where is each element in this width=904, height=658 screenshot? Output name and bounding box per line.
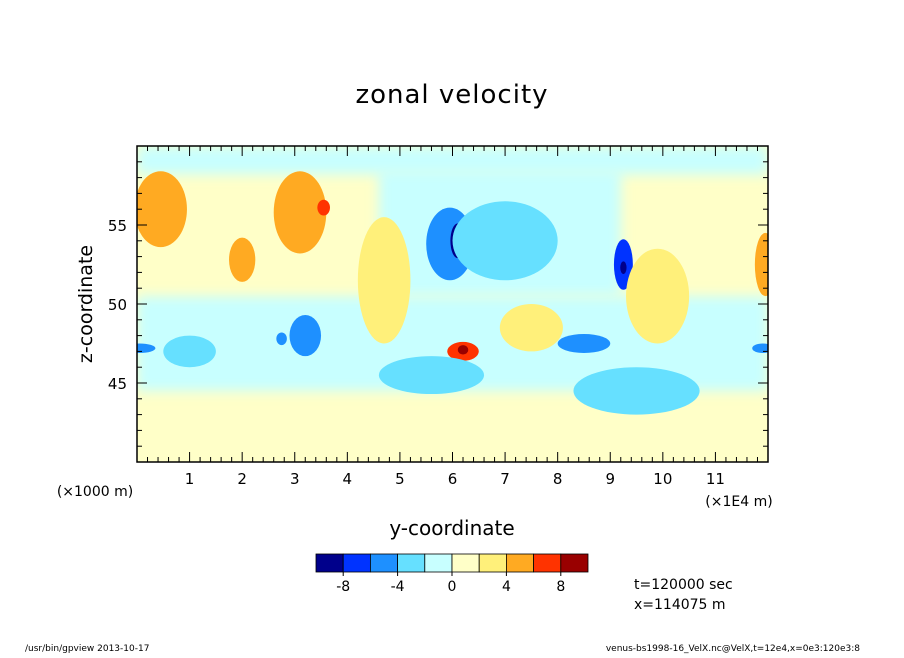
colorbar-tick-label: 0 — [448, 579, 457, 595]
colorbar-tick-label: -4 — [391, 579, 405, 595]
x-tick-label: 6 — [448, 470, 458, 488]
colorbar-swatch — [478, 553, 507, 573]
chart-title: zonal velocity — [355, 80, 548, 110]
velocity-contour — [573, 367, 700, 415]
velocity-contour — [754, 232, 768, 297]
colorbar-swatch — [533, 553, 562, 573]
velocity-contour — [357, 217, 411, 344]
colorbar-tick-label: 4 — [502, 579, 511, 595]
x-tick-label: 11 — [706, 470, 725, 488]
y-scale-note: (×1000 m) — [57, 484, 133, 500]
colorbar-swatch — [451, 553, 480, 573]
y-tick-label: 45 — [108, 375, 127, 393]
velocity-contour — [499, 304, 563, 352]
velocity-contour — [557, 334, 611, 353]
footer-right: venus-bs1998-16_VelX.nc@VelX,t=12e4,x=0e… — [606, 644, 860, 654]
x-tick-label: 10 — [653, 470, 672, 488]
colorbar-swatch — [560, 553, 589, 573]
colorbar-swatch — [505, 553, 534, 573]
footer-left: /usr/bin/gpview 2013-10-17 — [25, 644, 149, 654]
colorbar-swatch — [397, 553, 426, 573]
y-tick-label: 55 — [108, 217, 127, 235]
velocity-contour — [626, 248, 690, 344]
velocity-contour — [452, 201, 558, 281]
velocity-field — [137, 146, 768, 462]
x-tick-label: 8 — [553, 470, 563, 488]
colorbar-swatch — [424, 553, 453, 573]
velocity-contour — [137, 171, 187, 248]
x-tick-label: 9 — [605, 470, 615, 488]
velocity-contour — [229, 237, 256, 282]
velocity-contour — [273, 171, 327, 254]
velocity-contour — [752, 343, 768, 353]
x-tick-label: 5 — [395, 470, 405, 488]
x-tick-label: 1 — [185, 470, 195, 488]
x-axis-label: y-coordinate — [389, 516, 514, 540]
velocity-contour — [620, 261, 627, 274]
colorbar-swatch — [342, 553, 371, 573]
x-tick-label: 4 — [343, 470, 353, 488]
x-tick-label: 2 — [237, 470, 247, 488]
colorbar-tick-label: -8 — [336, 579, 350, 595]
y-axis-label: z-coordinate — [75, 245, 97, 363]
velocity-contour — [276, 332, 287, 346]
colorbar: -8 -4 0 4 8 — [315, 553, 589, 595]
x-axis: 1 2 3 4 5 6 7 8 9 10 11 — [136, 146, 769, 488]
velocity-contour — [378, 356, 485, 395]
y-tick-label: 50 — [108, 296, 127, 314]
velocity-contour — [457, 345, 469, 355]
velocity-contour — [137, 343, 156, 353]
time-readout: t=120000 sec — [634, 577, 733, 593]
colorbar-swatch — [369, 553, 398, 573]
x-position-readout: x=114075 m — [634, 597, 726, 613]
y-axis: 45 50 55 — [108, 145, 768, 463]
x-scale-note: (×1E4 m) — [705, 494, 772, 510]
x-tick-label: 7 — [500, 470, 510, 488]
velocity-contour — [289, 315, 322, 357]
velocity-contour — [163, 335, 216, 368]
x-tick-label: 3 — [290, 470, 300, 488]
velocity-contour — [317, 199, 330, 216]
colorbar-tick-label: 8 — [556, 579, 565, 595]
colorbar-swatch — [315, 553, 344, 573]
